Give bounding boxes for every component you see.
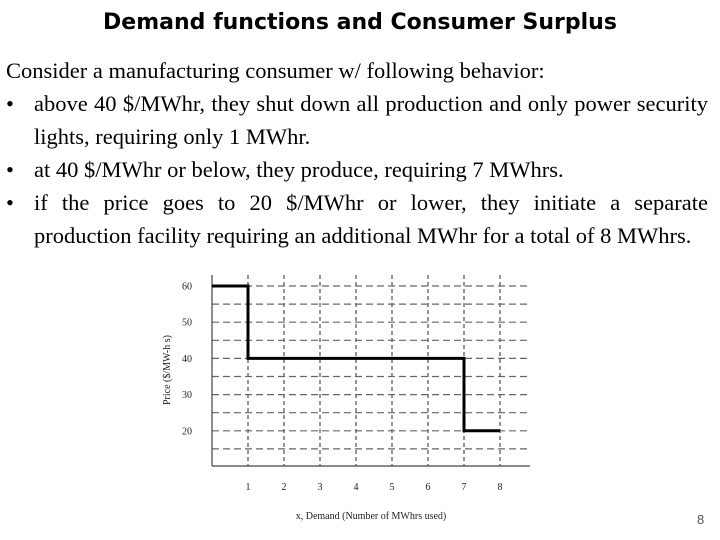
bullet-glyph: • — [6, 157, 14, 182]
x-tick-label: 6 — [426, 482, 431, 493]
bullet-item: • at 40 $/MWhr or below, they produce, r… — [6, 153, 708, 186]
x-tick-label: 4 — [354, 482, 359, 493]
intro-text: Consider a manufacturing consumer w/ fol… — [6, 58, 545, 83]
y-tick-label: 30 — [182, 390, 192, 401]
bullet-text: above 40 $/MWhr, they shut down all prod… — [34, 91, 708, 149]
slide-title: Demand functions and Consumer Surplus — [103, 10, 617, 35]
bullet-glyph: • — [6, 91, 14, 116]
x-tick-label: 2 — [282, 482, 287, 493]
bullet-glyph: • — [6, 190, 14, 215]
x-tick-label: 7 — [462, 482, 467, 493]
bullet-item: • if the price goes to 20 $/MWhr or lowe… — [6, 186, 708, 252]
bullet-item: • above 40 $/MWhr, they shut down all pr… — [6, 87, 708, 153]
x-tick-label: 5 — [390, 482, 395, 493]
x-tick-label: 8 — [498, 482, 503, 493]
y-tick-label: 20 — [182, 426, 192, 437]
y-axis-label: Price ($/MW-h s) — [162, 335, 173, 405]
y-tick-label: 40 — [182, 354, 192, 365]
page-number: 8 — [697, 512, 705, 527]
bullet-list: • above 40 $/MWhr, they shut down all pr… — [6, 87, 708, 252]
chart-labels: 60 50 40 30 20 1 2 3 4 5 6 7 8 Price ($/MW-h s) x, Dem… — [162, 282, 503, 523]
chart-grid — [212, 275, 530, 466]
chart-series — [212, 284, 500, 433]
bullet-text: at 40 $/MWhr or below, they produce, req… — [34, 157, 564, 182]
chart-axes — [211, 275, 530, 467]
x-axis-label: x, Demand (Number of MWhrs used) — [296, 511, 447, 522]
chart-background — [212, 275, 530, 466]
x-tick-label: 3 — [318, 482, 323, 493]
demand-step-line — [212, 284, 500, 433]
y-tick-label: 60 — [182, 282, 192, 293]
x-tick-label: 1 — [246, 482, 251, 493]
bullet-text: if the price goes to 20 $/MWhr or lower,… — [34, 190, 708, 248]
y-tick-label: 50 — [182, 318, 192, 329]
